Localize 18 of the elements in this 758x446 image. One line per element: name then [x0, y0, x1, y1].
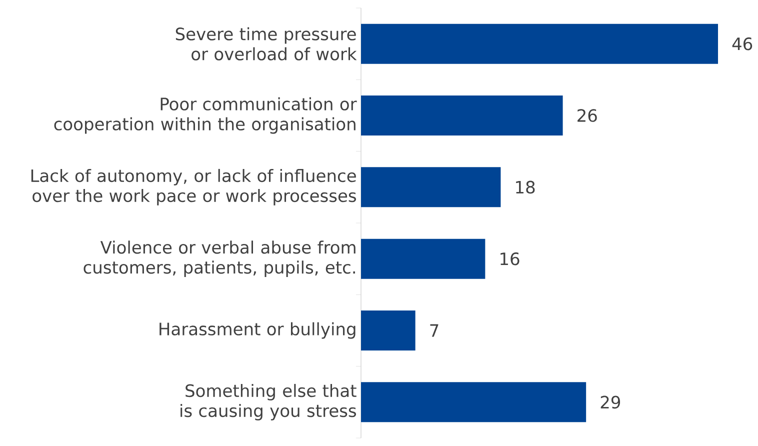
data-label: 26 — [578, 109, 597, 122]
y-tick-label: Poor communication or cooperation within the organisation — [54, 97, 357, 134]
bar — [361, 382, 586, 422]
bar — [361, 238, 486, 279]
bar — [361, 310, 416, 351]
y-tick-label: Severe time pressure or overload of work — [176, 27, 357, 60]
bar — [361, 96, 563, 136]
y-tick-label: Lack of autonomy, or lack of influence over the work pace or work processes — [31, 168, 356, 206]
bar — [361, 167, 501, 208]
data-label: 16 — [500, 252, 520, 266]
y-tick-label: Something else that is causing you stress — [180, 384, 356, 420]
data-label: 29 — [600, 396, 620, 409]
data-label: 46 — [732, 37, 752, 50]
y-tick-label: Harassment or bullying — [160, 322, 356, 339]
y-tick-label: Violence or verbal abuse from customers, patients, pupils, etc. — [84, 240, 356, 278]
bar — [361, 24, 718, 64]
data-label: 18 — [516, 180, 535, 194]
data-label: 7 — [430, 324, 438, 337]
